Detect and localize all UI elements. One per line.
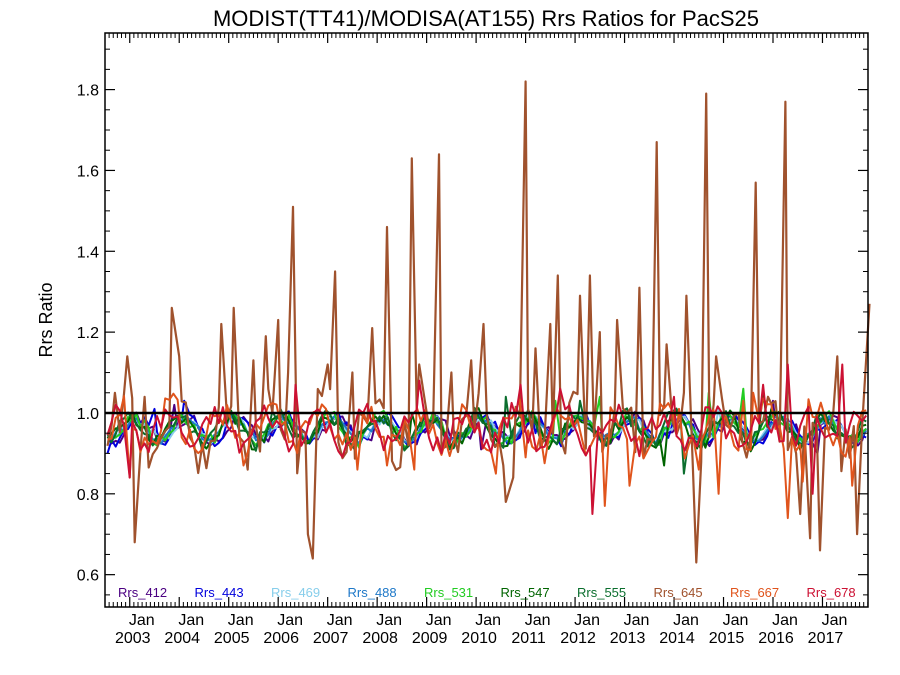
y-tick-label: 0.8: [77, 487, 99, 504]
legend-item-rrs-443: Rrs_443: [195, 585, 244, 600]
x-tick-label-month: Jan: [475, 612, 501, 629]
series-line-rrs-678: [106, 363, 868, 515]
legend-item-rrs-488: Rrs_488: [348, 585, 397, 600]
legend-item-rrs-412: Rrs_412: [118, 585, 167, 600]
x-tick-label-year: 2015: [709, 630, 745, 647]
x-tick-label-month: Jan: [228, 612, 254, 629]
x-tick-label-year: 2005: [214, 630, 250, 647]
x-tick-label-month: Jan: [574, 612, 600, 629]
legend: Rrs_412 Rrs_443 Rrs_469 Rrs_488 Rrs_531 Rrs_5…: [118, 585, 856, 600]
y-tick-label: 1.8: [77, 83, 99, 100]
y-tick-label: 1.4: [77, 244, 99, 261]
legend-item-rrs-678: Rrs_678: [807, 585, 856, 600]
y-tick-label: 1.2: [77, 325, 99, 342]
y-tick-label: 0.6: [77, 568, 99, 585]
x-tick-label-year: 2016: [758, 630, 794, 647]
x-tick-label-month: Jan: [327, 612, 353, 629]
x-tick-label-month: Jan: [129, 612, 155, 629]
ticks-layer: 0.60.81.01.21.41.61.8Jan2003Jan2004Jan20…: [77, 33, 869, 647]
x-tick-label-year: 2007: [313, 630, 349, 647]
chart-title: MODIST(TT41)/MODISA(AT155) Rrs Ratios fo…: [213, 6, 759, 31]
x-tick-label-month: Jan: [178, 612, 204, 629]
x-tick-label-year: 2011: [511, 630, 546, 647]
legend-item-rrs-531: Rrs_531: [424, 585, 473, 600]
x-tick-label-month: Jan: [822, 612, 848, 629]
x-tick-label-year: 2006: [263, 630, 299, 647]
x-tick-label-year: 2014: [659, 630, 695, 647]
x-tick-label-year: 2009: [412, 630, 448, 647]
x-tick-label-month: Jan: [376, 612, 402, 629]
series-layer: [106, 80, 871, 564]
x-tick-label-month: Jan: [624, 612, 650, 629]
legend-item-rrs-547: Rrs_547: [501, 585, 550, 600]
x-tick-label-month: Jan: [673, 612, 699, 629]
y-tick-label: 1.6: [77, 163, 99, 180]
y-tick-label: 1.0: [77, 406, 99, 423]
x-tick-label-year: 2013: [610, 630, 646, 647]
x-tick-label-year: 2017: [808, 630, 844, 647]
x-tick-label-year: 2012: [560, 630, 596, 647]
legend-item-rrs-645: Rrs_645: [654, 585, 703, 600]
x-tick-label-year: 2004: [164, 630, 200, 647]
x-tick-label-year: 2010: [461, 630, 497, 647]
x-tick-label-month: Jan: [525, 612, 551, 629]
plot-frame: [104, 32, 869, 608]
x-tick-label-month: Jan: [277, 612, 303, 629]
x-tick-label-month: Jan: [723, 612, 749, 629]
legend-item-rrs-469: Rrs_469: [271, 585, 320, 600]
x-tick-label-year: 2003: [115, 630, 151, 647]
x-tick-label-month: Jan: [772, 612, 798, 629]
legend-item-rrs-667: Rrs_667: [730, 585, 779, 600]
series-line-rrs-645: [106, 80, 871, 564]
legend-item-rrs-555: Rrs_555: [577, 585, 626, 600]
y-axis-label: Rrs Ratio: [36, 282, 56, 357]
series-line-rrs-667: [107, 391, 867, 520]
x-tick-label-month: Jan: [426, 612, 452, 629]
x-tick-label-year: 2008: [362, 630, 398, 647]
